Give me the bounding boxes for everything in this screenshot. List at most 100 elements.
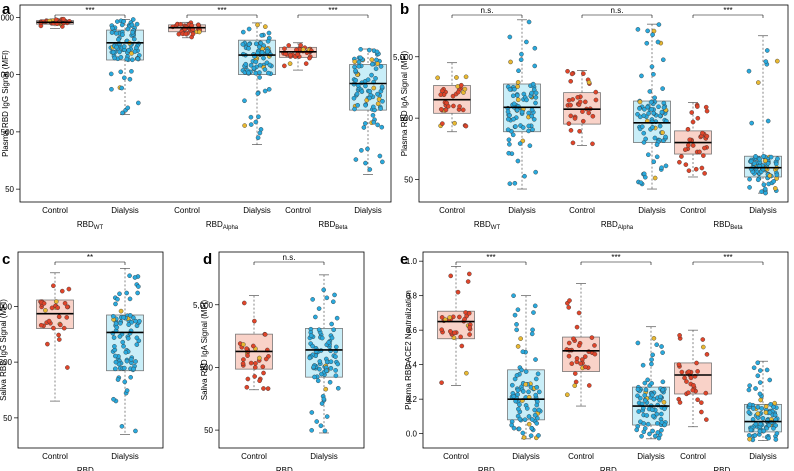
data-point	[461, 108, 465, 112]
data-point	[65, 315, 69, 319]
y-tick-label: 5,000	[0, 71, 15, 80]
data-point	[680, 370, 684, 374]
x-category-label: Dialysis	[749, 206, 777, 215]
data-point	[245, 354, 249, 358]
data-point	[379, 64, 383, 68]
data-point	[567, 354, 571, 358]
data-point	[524, 382, 528, 386]
data-point	[380, 99, 384, 103]
data-point	[118, 321, 122, 325]
data-point	[128, 77, 132, 81]
data-point	[763, 159, 767, 163]
data-point	[353, 60, 357, 64]
plot-frame	[419, 5, 788, 202]
data-point	[357, 64, 361, 68]
data-point	[521, 125, 525, 129]
data-point	[530, 128, 534, 132]
data-point	[354, 157, 358, 161]
data-point	[758, 368, 762, 372]
data-point	[529, 434, 533, 438]
x-category-label: Dialysis	[637, 452, 665, 461]
data-point	[508, 87, 512, 91]
data-point	[508, 60, 512, 64]
data-point	[241, 357, 245, 361]
data-point	[570, 72, 574, 76]
data-point	[467, 332, 471, 336]
data-point	[773, 413, 777, 417]
data-point	[374, 67, 378, 71]
data-point	[131, 17, 135, 21]
significance-label: ***	[611, 253, 620, 262]
data-point	[62, 326, 66, 330]
data-point	[636, 387, 640, 391]
data-point	[241, 42, 245, 46]
data-point	[127, 323, 131, 327]
data-point	[656, 40, 660, 44]
x-group-label-main: RBD	[478, 466, 495, 471]
data-point	[134, 319, 138, 323]
data-point	[451, 104, 455, 108]
data-point	[659, 412, 663, 416]
data-point	[663, 423, 667, 427]
data-point	[135, 343, 139, 347]
data-point	[65, 365, 69, 369]
data-point	[775, 173, 779, 177]
data-point	[111, 50, 115, 54]
data-point	[440, 122, 444, 126]
significance-label: ***	[217, 6, 226, 15]
data-point	[109, 87, 113, 91]
data-point	[295, 52, 299, 56]
data-point	[567, 305, 571, 309]
x-group-label-main: RBD	[276, 466, 293, 471]
y-tick-label: 500	[400, 114, 414, 123]
x-group-label-main: RBD	[318, 220, 335, 229]
data-point	[325, 414, 329, 418]
data-point	[129, 357, 133, 361]
y-axis-label: Plasma RBD ACE2 Neutralization	[404, 290, 413, 410]
significance-label: **	[87, 253, 93, 262]
data-point	[594, 98, 598, 102]
data-point	[332, 328, 336, 332]
data-point	[508, 182, 512, 186]
data-point	[57, 315, 61, 319]
data-point	[651, 72, 655, 76]
data-point	[524, 370, 528, 374]
data-point	[120, 33, 124, 37]
data-point	[45, 342, 49, 346]
data-point	[774, 437, 778, 441]
data-point	[587, 80, 591, 84]
data-point	[686, 143, 690, 147]
data-point	[703, 171, 707, 175]
data-point	[243, 123, 247, 127]
data-point	[452, 331, 456, 335]
data-point	[696, 398, 700, 402]
data-point	[704, 105, 708, 109]
data-point	[677, 363, 681, 367]
data-point	[375, 92, 379, 96]
data-point	[580, 110, 584, 114]
data-point	[537, 408, 541, 412]
data-point	[256, 115, 260, 119]
panel-d: dSaliva RBD IgA Signal (MFI)505005,000Co…	[193, 251, 364, 471]
data-point	[310, 344, 314, 348]
data-point	[643, 426, 647, 430]
data-point	[307, 56, 311, 60]
data-point	[331, 300, 335, 304]
data-point	[655, 143, 659, 147]
data-point	[133, 275, 137, 279]
data-point	[655, 412, 659, 416]
data-point	[258, 75, 262, 79]
data-point	[747, 410, 751, 414]
x-category-label: Control	[285, 206, 311, 215]
data-point	[649, 362, 653, 366]
data-point	[513, 181, 517, 185]
data-point	[696, 369, 700, 373]
data-point	[658, 124, 662, 128]
data-point	[663, 135, 667, 139]
data-point	[646, 153, 650, 157]
data-point	[256, 136, 260, 140]
y-tick-label: 0.6	[406, 326, 418, 335]
x-group-label: RBDBeta	[713, 220, 743, 231]
data-point	[645, 41, 649, 45]
data-point	[751, 406, 755, 410]
